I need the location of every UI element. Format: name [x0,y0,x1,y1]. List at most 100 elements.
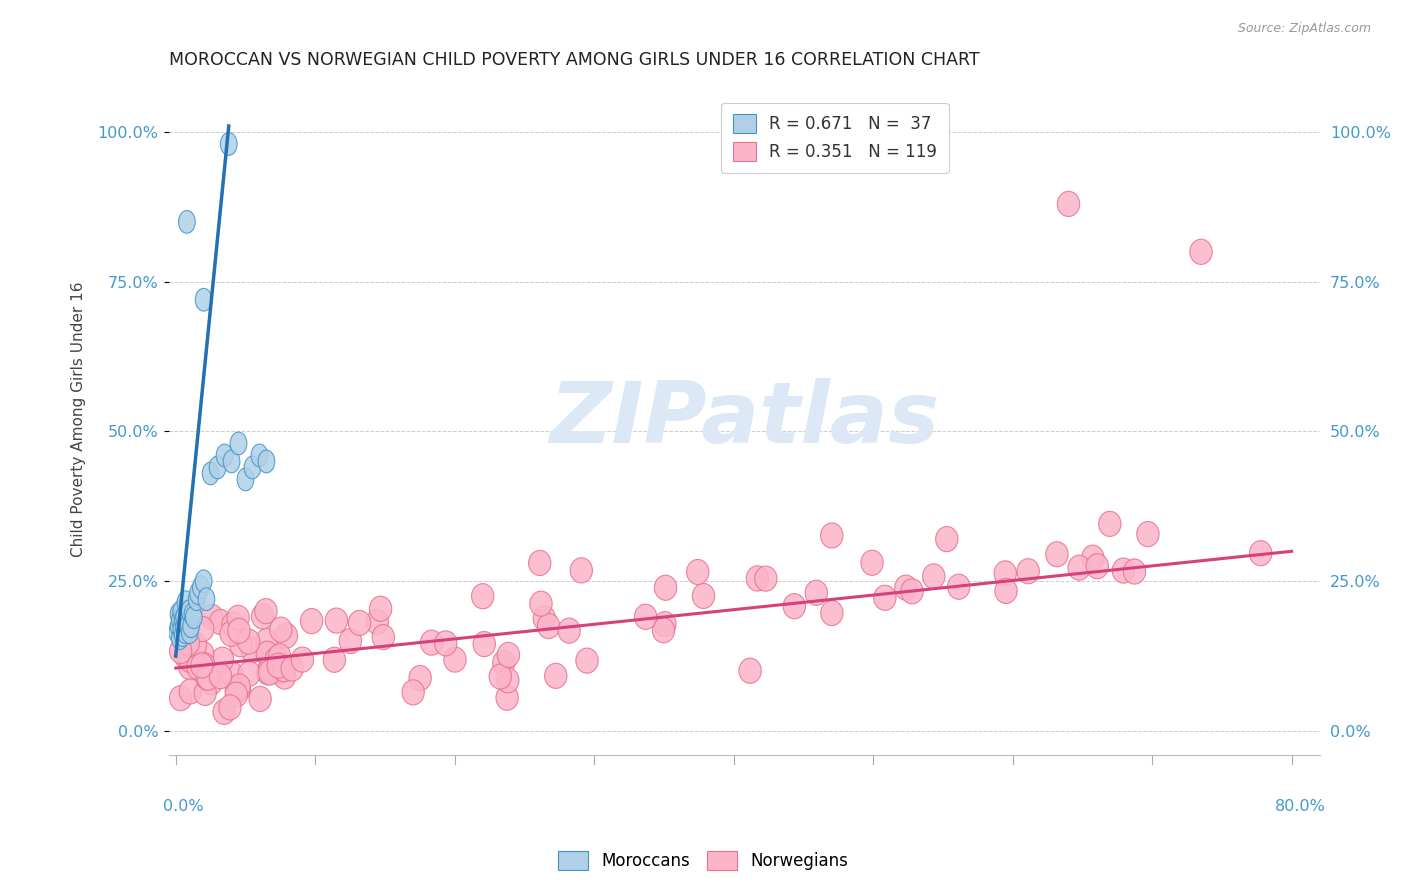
Ellipse shape [472,632,495,657]
Ellipse shape [558,618,581,643]
Ellipse shape [198,588,215,611]
Ellipse shape [873,585,896,610]
Ellipse shape [301,608,323,633]
Ellipse shape [576,648,598,673]
Ellipse shape [860,550,883,575]
Ellipse shape [496,685,519,710]
Ellipse shape [195,570,212,592]
Ellipse shape [686,559,709,584]
Ellipse shape [170,615,187,638]
Ellipse shape [195,288,212,311]
Ellipse shape [339,629,361,654]
Legend: Moroccans, Norwegians: Moroccans, Norwegians [551,844,855,877]
Ellipse shape [191,641,214,666]
Ellipse shape [349,610,371,635]
Ellipse shape [231,432,247,455]
Ellipse shape [1069,555,1090,581]
Ellipse shape [177,591,194,614]
Ellipse shape [325,608,347,633]
Ellipse shape [821,523,844,548]
Ellipse shape [291,647,314,673]
Ellipse shape [1189,239,1212,264]
Ellipse shape [179,679,201,704]
Ellipse shape [544,664,567,689]
Ellipse shape [323,648,346,673]
Ellipse shape [252,444,267,467]
Ellipse shape [221,133,238,155]
Ellipse shape [259,660,281,685]
Ellipse shape [181,621,198,643]
Ellipse shape [634,604,657,630]
Ellipse shape [994,561,1017,586]
Ellipse shape [269,644,291,669]
Ellipse shape [571,558,592,583]
Ellipse shape [489,664,512,690]
Ellipse shape [420,630,443,656]
Ellipse shape [202,462,219,485]
Ellipse shape [740,658,761,683]
Ellipse shape [238,629,260,654]
Ellipse shape [256,641,278,666]
Ellipse shape [170,686,191,711]
Ellipse shape [238,468,254,491]
Ellipse shape [228,618,250,643]
Ellipse shape [783,594,806,619]
Ellipse shape [273,664,295,690]
Ellipse shape [209,456,226,479]
Ellipse shape [444,647,467,673]
Ellipse shape [409,665,432,690]
Ellipse shape [533,606,555,631]
Ellipse shape [188,588,205,611]
Ellipse shape [176,606,193,629]
Ellipse shape [498,642,520,667]
Ellipse shape [747,566,769,591]
Ellipse shape [245,456,262,479]
Ellipse shape [191,616,214,641]
Ellipse shape [228,676,250,702]
Ellipse shape [270,617,292,642]
Ellipse shape [172,627,188,649]
Ellipse shape [1250,541,1272,566]
Ellipse shape [212,699,235,724]
Ellipse shape [373,624,395,649]
Ellipse shape [1046,541,1069,566]
Ellipse shape [177,621,194,643]
Ellipse shape [259,450,274,473]
Text: MOROCCAN VS NORWEGIAN CHILD POVERTY AMONG GIRLS UNDER 16 CORRELATION CHART: MOROCCAN VS NORWEGIAN CHILD POVERTY AMON… [169,51,980,69]
Y-axis label: Child Poverty Among Girls Under 16: Child Poverty Among Girls Under 16 [72,282,86,558]
Ellipse shape [654,575,676,600]
Ellipse shape [179,655,201,680]
Ellipse shape [177,631,200,656]
Ellipse shape [170,603,187,625]
Ellipse shape [200,670,222,695]
Ellipse shape [173,599,190,623]
Ellipse shape [257,641,280,667]
Ellipse shape [174,624,191,647]
Ellipse shape [174,643,195,668]
Ellipse shape [529,550,551,575]
Ellipse shape [894,575,917,600]
Ellipse shape [249,686,271,712]
Ellipse shape [240,638,263,663]
Ellipse shape [252,604,274,629]
Ellipse shape [434,631,457,656]
Ellipse shape [1123,559,1146,584]
Ellipse shape [267,653,290,678]
Ellipse shape [471,583,494,608]
Ellipse shape [172,600,194,626]
Ellipse shape [180,615,197,638]
Ellipse shape [901,579,924,604]
Ellipse shape [173,618,190,640]
Ellipse shape [256,660,278,685]
Ellipse shape [219,621,242,647]
Ellipse shape [492,650,515,675]
Ellipse shape [186,606,202,629]
Ellipse shape [229,632,252,657]
Ellipse shape [276,623,298,648]
Text: 80.0%: 80.0% [1274,798,1326,814]
Ellipse shape [226,605,249,631]
Ellipse shape [257,657,280,682]
Ellipse shape [692,583,714,608]
Text: Source: ZipAtlas.com: Source: ZipAtlas.com [1237,22,1371,36]
Ellipse shape [922,564,945,589]
